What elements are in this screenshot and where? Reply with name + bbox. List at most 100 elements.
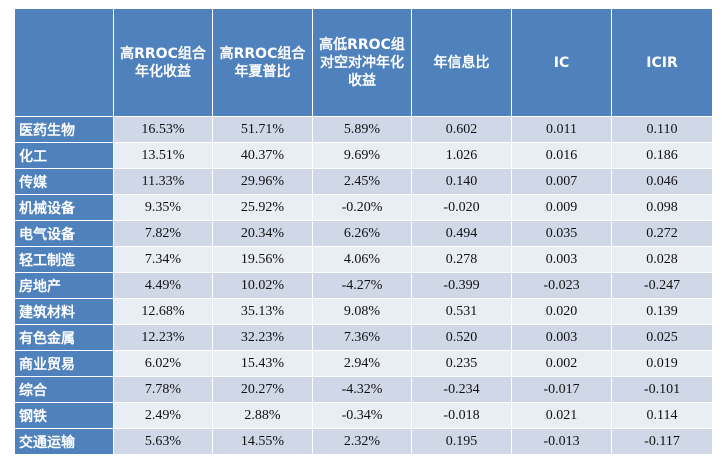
- row-industry-name: 交通运输: [14, 428, 114, 455]
- cell-info-ratio: -0.399: [411, 272, 512, 299]
- cell-icir: -0.247: [611, 272, 713, 299]
- table-row: 交通运输 5.63% 14.55% 2.32% 0.195 -0.013 -0.…: [14, 428, 713, 455]
- industry-factor-table-container: 高RROC组合年化收益 高RROC组合年夏普比 高低RROC组对空对冲年化收益 …: [14, 8, 713, 455]
- cell-ic: -0.013: [511, 428, 612, 455]
- cell-icir: 0.114: [611, 402, 713, 429]
- cell-info-ratio: 0.140: [411, 168, 512, 195]
- header-annual-sharpe: 高RROC组合年夏普比: [212, 8, 313, 117]
- row-industry-name: 有色金属: [14, 324, 114, 351]
- table-row: 综合 7.78% 20.27% -4.32% -0.234 -0.017 -0.…: [14, 376, 713, 403]
- cell-icir: 0.272: [611, 220, 713, 247]
- header-ic: IC: [511, 8, 612, 117]
- cell-info-ratio: 0.520: [411, 324, 512, 351]
- cell-hedge-return: -4.32%: [312, 376, 412, 403]
- cell-info-ratio: 0.235: [411, 350, 512, 377]
- cell-annual-return: 7.82%: [113, 220, 213, 247]
- row-industry-name: 房地产: [14, 272, 114, 299]
- cell-hedge-return: 2.45%: [312, 168, 412, 195]
- cell-icir: 0.025: [611, 324, 713, 351]
- header-info-ratio: 年信息比: [411, 8, 512, 117]
- cell-ic: 0.016: [511, 142, 612, 169]
- cell-info-ratio: 1.026: [411, 142, 512, 169]
- cell-info-ratio: -0.018: [411, 402, 512, 429]
- cell-annual-sharpe: 40.37%: [212, 142, 313, 169]
- cell-info-ratio: 0.494: [411, 220, 512, 247]
- row-industry-name: 医药生物: [14, 116, 114, 143]
- table-row: 房地产 4.49% 10.02% -4.27% -0.399 -0.023 -0…: [14, 272, 713, 299]
- table-row: 机械设备 9.35% 25.92% -0.20% -0.020 0.009 0.…: [14, 194, 713, 221]
- cell-annual-return: 6.02%: [113, 350, 213, 377]
- header-hedge-return: 高低RROC组对空对冲年化收益: [312, 8, 412, 117]
- cell-ic: -0.023: [511, 272, 612, 299]
- cell-icir: 0.110: [611, 116, 713, 143]
- table-header-row: 高RROC组合年化收益 高RROC组合年夏普比 高低RROC组对空对冲年化收益 …: [14, 8, 713, 117]
- cell-icir: 0.139: [611, 298, 713, 325]
- cell-annual-sharpe: 10.02%: [212, 272, 313, 299]
- cell-annual-return: 13.51%: [113, 142, 213, 169]
- cell-annual-sharpe: 35.13%: [212, 298, 313, 325]
- table-body: 医药生物 16.53% 51.71% 5.89% 0.602 0.011 0.1…: [14, 116, 713, 455]
- cell-annual-sharpe: 32.23%: [212, 324, 313, 351]
- cell-annual-sharpe: 19.56%: [212, 246, 313, 273]
- cell-annual-sharpe: 25.92%: [212, 194, 313, 221]
- cell-annual-return: 12.68%: [113, 298, 213, 325]
- row-industry-name: 建筑材料: [14, 298, 114, 325]
- cell-icir: 0.098: [611, 194, 713, 221]
- cell-hedge-return: 2.32%: [312, 428, 412, 455]
- cell-ic: 0.021: [511, 402, 612, 429]
- cell-icir: 0.046: [611, 168, 713, 195]
- cell-icir: -0.101: [611, 376, 713, 403]
- header-icir: ICIR: [611, 8, 713, 117]
- cell-icir: 0.019: [611, 350, 713, 377]
- row-industry-name: 电气设备: [14, 220, 114, 247]
- row-industry-name: 轻工制造: [14, 246, 114, 273]
- cell-annual-sharpe: 2.88%: [212, 402, 313, 429]
- cell-hedge-return: -0.20%: [312, 194, 412, 221]
- cell-annual-return: 4.49%: [113, 272, 213, 299]
- cell-info-ratio: 0.278: [411, 246, 512, 273]
- cell-info-ratio: -0.020: [411, 194, 512, 221]
- industry-factor-table: 高RROC组合年化收益 高RROC组合年夏普比 高低RROC组对空对冲年化收益 …: [14, 8, 713, 455]
- table-row: 化工 13.51% 40.37% 9.69% 1.026 0.016 0.186: [14, 142, 713, 169]
- cell-info-ratio: 0.602: [411, 116, 512, 143]
- cell-annual-sharpe: 51.71%: [212, 116, 313, 143]
- cell-hedge-return: 6.26%: [312, 220, 412, 247]
- row-industry-name: 机械设备: [14, 194, 114, 221]
- row-industry-name: 化工: [14, 142, 114, 169]
- table-row: 建筑材料 12.68% 35.13% 9.08% 0.531 0.020 0.1…: [14, 298, 713, 325]
- row-industry-name: 综合: [14, 376, 114, 403]
- cell-annual-sharpe: 20.34%: [212, 220, 313, 247]
- row-industry-name: 商业贸易: [14, 350, 114, 377]
- cell-annual-return: 5.63%: [113, 428, 213, 455]
- cell-icir: -0.117: [611, 428, 713, 455]
- cell-hedge-return: 2.94%: [312, 350, 412, 377]
- table-row: 轻工制造 7.34% 19.56% 4.06% 0.278 0.003 0.02…: [14, 246, 713, 273]
- cell-hedge-return: -0.34%: [312, 402, 412, 429]
- table-row: 有色金属 12.23% 32.23% 7.36% 0.520 0.003 0.0…: [14, 324, 713, 351]
- cell-icir: 0.186: [611, 142, 713, 169]
- cell-info-ratio: 0.195: [411, 428, 512, 455]
- cell-hedge-return: 9.08%: [312, 298, 412, 325]
- header-annual-return: 高RROC组合年化收益: [113, 8, 213, 117]
- row-industry-name: 钢铁: [14, 402, 114, 429]
- table-row: 医药生物 16.53% 51.71% 5.89% 0.602 0.011 0.1…: [14, 116, 713, 143]
- cell-ic: 0.002: [511, 350, 612, 377]
- cell-info-ratio: -0.234: [411, 376, 512, 403]
- cell-ic: 0.011: [511, 116, 612, 143]
- table-row: 电气设备 7.82% 20.34% 6.26% 0.494 0.035 0.27…: [14, 220, 713, 247]
- cell-hedge-return: 7.36%: [312, 324, 412, 351]
- cell-annual-return: 2.49%: [113, 402, 213, 429]
- cell-info-ratio: 0.531: [411, 298, 512, 325]
- cell-hedge-return: 9.69%: [312, 142, 412, 169]
- table-row: 商业贸易 6.02% 15.43% 2.94% 0.235 0.002 0.01…: [14, 350, 713, 377]
- cell-ic: 0.020: [511, 298, 612, 325]
- row-industry-name: 传媒: [14, 168, 114, 195]
- cell-annual-sharpe: 15.43%: [212, 350, 313, 377]
- table-row: 钢铁 2.49% 2.88% -0.34% -0.018 0.021 0.114: [14, 402, 713, 429]
- cell-annual-sharpe: 29.96%: [212, 168, 313, 195]
- cell-annual-return: 9.35%: [113, 194, 213, 221]
- cell-hedge-return: 5.89%: [312, 116, 412, 143]
- header-industry: [14, 8, 114, 117]
- cell-annual-return: 7.34%: [113, 246, 213, 273]
- table-row: 传媒 11.33% 29.96% 2.45% 0.140 0.007 0.046: [14, 168, 713, 195]
